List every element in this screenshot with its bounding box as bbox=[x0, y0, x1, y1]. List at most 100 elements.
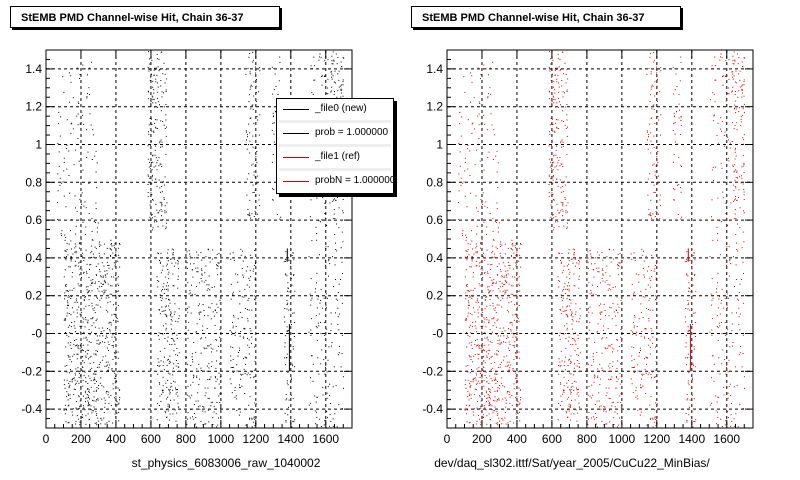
data-point bbox=[574, 258, 576, 260]
data-point bbox=[192, 374, 194, 376]
data-point bbox=[249, 118, 251, 119]
data-point bbox=[602, 268, 603, 270]
data-point bbox=[72, 378, 74, 379]
data-point bbox=[291, 284, 293, 286]
data-point bbox=[88, 87, 90, 89]
data-point bbox=[588, 385, 590, 387]
data-point bbox=[480, 242, 481, 244]
data-point bbox=[102, 341, 103, 343]
data-point bbox=[734, 186, 736, 187]
data-point bbox=[161, 306, 163, 308]
data-point bbox=[644, 276, 645, 278]
data-point bbox=[655, 210, 657, 212]
data-point bbox=[613, 401, 615, 403]
data-point bbox=[284, 346, 286, 348]
data-point bbox=[251, 342, 252, 344]
data-point bbox=[62, 181, 64, 183]
data-point bbox=[556, 119, 557, 121]
data-point bbox=[149, 63, 151, 65]
data-point bbox=[94, 326, 96, 328]
data-point bbox=[171, 316, 173, 318]
data-point bbox=[273, 68, 275, 70]
data-point bbox=[556, 145, 557, 147]
data-point bbox=[512, 268, 514, 270]
data-point bbox=[85, 226, 87, 228]
data-point bbox=[572, 262, 574, 264]
data-point bbox=[333, 366, 335, 368]
data-point bbox=[467, 315, 469, 317]
data-point bbox=[553, 102, 555, 104]
data-point bbox=[498, 263, 500, 265]
data-point bbox=[480, 421, 482, 423]
data-point bbox=[717, 307, 719, 309]
data-point bbox=[484, 318, 486, 320]
data-point bbox=[103, 291, 105, 293]
data-point bbox=[149, 80, 151, 81]
data-point bbox=[477, 380, 479, 382]
data-point bbox=[77, 353, 79, 355]
data-point bbox=[549, 91, 550, 93]
data-point bbox=[600, 405, 602, 407]
data-point bbox=[734, 366, 736, 368]
data-point bbox=[563, 73, 565, 75]
data-point bbox=[104, 341, 106, 343]
data-point bbox=[631, 298, 633, 300]
data-point bbox=[177, 402, 179, 404]
data-point bbox=[207, 315, 209, 317]
data-point bbox=[486, 286, 488, 288]
data-point bbox=[79, 74, 81, 75]
data-point bbox=[258, 218, 260, 220]
data-point bbox=[98, 327, 100, 329]
data-point bbox=[73, 325, 75, 327]
data-point bbox=[638, 274, 640, 276]
data-point bbox=[496, 248, 498, 250]
data-point bbox=[680, 187, 681, 189]
data-point bbox=[488, 383, 490, 384]
data-point bbox=[73, 287, 75, 289]
data-point bbox=[63, 276, 65, 278]
data-point bbox=[255, 200, 257, 202]
data-point bbox=[653, 51, 655, 53]
data-point bbox=[500, 335, 502, 337]
data-point bbox=[215, 413, 217, 415]
data-point bbox=[676, 143, 678, 145]
data-point bbox=[482, 255, 484, 257]
data-point bbox=[100, 306, 102, 308]
data-point bbox=[574, 399, 576, 401]
data-point bbox=[472, 248, 473, 250]
y-tick-label: 1.4 bbox=[25, 62, 42, 76]
data-point bbox=[60, 233, 62, 235]
data-point bbox=[647, 148, 649, 150]
data-point bbox=[719, 296, 721, 298]
data-point bbox=[88, 341, 90, 343]
data-point bbox=[272, 199, 274, 201]
data-point bbox=[211, 303, 213, 305]
data-point bbox=[279, 61, 281, 63]
data-point bbox=[255, 195, 257, 197]
data-point bbox=[592, 394, 594, 396]
data-point bbox=[738, 111, 740, 113]
data-point bbox=[562, 393, 564, 395]
data-point bbox=[95, 208, 97, 210]
data-point bbox=[195, 417, 197, 418]
data-point bbox=[68, 386, 70, 388]
data-point bbox=[83, 395, 84, 397]
data-point bbox=[512, 293, 514, 295]
data-point bbox=[720, 302, 722, 304]
y-tick-label: 0.6 bbox=[426, 213, 443, 227]
data-point bbox=[468, 393, 470, 395]
data-point bbox=[153, 92, 155, 94]
data-point bbox=[493, 410, 495, 412]
data-point bbox=[470, 266, 472, 268]
data-point bbox=[71, 411, 73, 413]
data-point bbox=[84, 390, 86, 392]
data-point bbox=[608, 397, 610, 399]
data-point bbox=[563, 385, 565, 387]
data-point bbox=[734, 149, 736, 151]
data-point bbox=[81, 255, 83, 257]
data-point bbox=[63, 170, 65, 172]
data-point bbox=[252, 270, 254, 272]
data-point bbox=[320, 288, 322, 290]
data-point bbox=[157, 97, 158, 99]
data-point bbox=[471, 314, 473, 316]
